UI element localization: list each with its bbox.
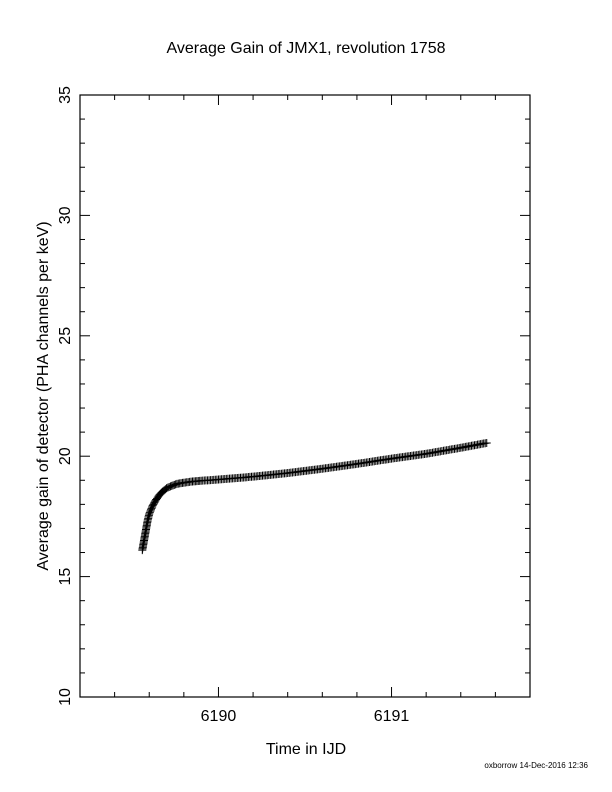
tick-labels: 10 15 20 25 30 35 6190 6191 bbox=[57, 86, 409, 725]
x-tick-label: 6191 bbox=[374, 708, 410, 725]
y-tick-label: 10 bbox=[57, 688, 74, 706]
axis-ticks bbox=[79, 94, 531, 698]
data-point bbox=[482, 438, 491, 447]
y-tick-label: 15 bbox=[57, 568, 74, 586]
data-points bbox=[138, 438, 491, 555]
y-tick-label: 20 bbox=[57, 447, 74, 465]
x-tick-label: 6190 bbox=[201, 708, 237, 725]
footer-credit: oxborrow 14-Dec-2016 12:36 bbox=[484, 761, 588, 770]
chart-title: Average Gain of JMX1, revolution 1758 bbox=[167, 40, 446, 57]
y-tick-label: 30 bbox=[57, 206, 74, 224]
y-tick-label: 25 bbox=[57, 327, 74, 345]
y-tick-label: 35 bbox=[57, 86, 74, 104]
y-axis-label: Average gain of detector (PHA channels p… bbox=[35, 221, 52, 570]
x-axis-label: Time in IJD bbox=[266, 741, 346, 758]
plot-frame bbox=[79, 94, 531, 698]
